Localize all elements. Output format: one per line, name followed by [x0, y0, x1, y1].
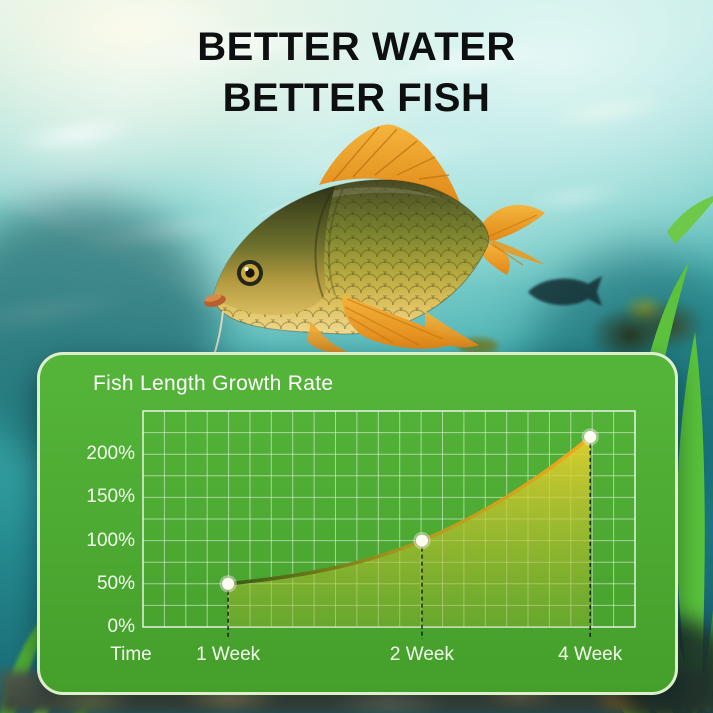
data-point-4-week	[583, 430, 598, 444]
fish-illustration	[204, 124, 545, 356]
x-axis-title: Time	[110, 644, 152, 665]
x-tick-label: 2 Week	[389, 644, 454, 665]
y-tick-label: 100%	[86, 529, 135, 551]
fish-eye	[237, 260, 263, 286]
growth-area	[228, 436, 591, 627]
headline-line1: BETTER WATER	[197, 25, 516, 69]
background-fish-silhouette	[528, 276, 602, 306]
x-tick-label: 1 Week	[196, 644, 261, 665]
growth-chart-panel: Fish Length Growth Rate 200% 150% 100% 50% 0…	[37, 352, 678, 695]
x-tick-label: 4 Week	[558, 644, 623, 665]
fish-pelvic-fin	[307, 321, 347, 353]
headline-line2: BETTER FISH	[222, 76, 491, 120]
fish-dorsal-fin	[319, 124, 461, 205]
growth-chart	[142, 410, 636, 639]
fish-head	[213, 186, 344, 315]
data-point-2-week	[415, 533, 429, 548]
data-point-1-week	[221, 576, 236, 591]
headline: BETTER WATER BETTER FISH	[0, 22, 713, 124]
y-tick-label: 200%	[86, 443, 135, 465]
y-tick-label: 0%	[107, 616, 135, 637]
fish-tail	[479, 204, 545, 275]
y-tick-label: 50%	[96, 572, 135, 594]
chart-title: Fish Length Growth Rate	[93, 372, 334, 395]
fish-mouth	[204, 294, 226, 356]
y-tick-label: 150%	[86, 486, 135, 508]
chart-plot-area	[142, 410, 636, 639]
fish-pectoral-fin	[342, 295, 461, 349]
